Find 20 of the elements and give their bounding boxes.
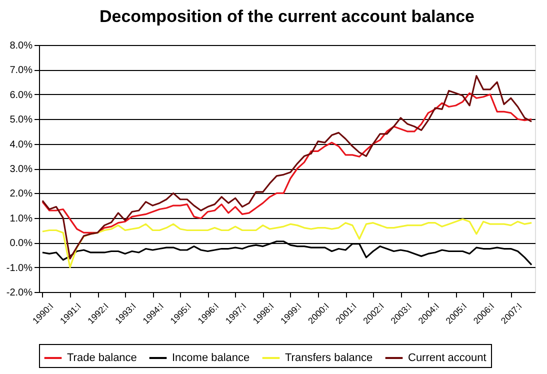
legend-label: Current account: [408, 352, 486, 364]
y-tick-label: 0.0%: [10, 238, 33, 250]
line-series: [42, 75, 532, 260]
y-tick-label: 1.0%: [10, 213, 33, 224]
y-tick-label: 2.0%: [10, 188, 33, 200]
line-series: [42, 240, 532, 266]
y-tick-label: 7.0%: [10, 65, 33, 76]
y-tick-label: 3.0%: [10, 164, 33, 175]
y-tick-label: -1.0%: [6, 262, 33, 274]
y-tick-label: 4.0%: [10, 139, 33, 150]
y-tick-label: 6.0%: [10, 90, 33, 101]
y-tick-label: 5.0%: [10, 114, 33, 126]
legend-label: Income balance: [172, 352, 250, 364]
y-tick-label: -2.0%: [6, 288, 33, 298]
legend-label: Transfers balance: [285, 352, 373, 364]
legend-label: Trade balance: [67, 352, 137, 364]
y-tick-label: 8.0%: [10, 40, 33, 52]
chart-title: Decomposition of the current account balance: [99, 7, 475, 26]
line-series: [42, 92, 532, 234]
line-series: [42, 218, 532, 268]
